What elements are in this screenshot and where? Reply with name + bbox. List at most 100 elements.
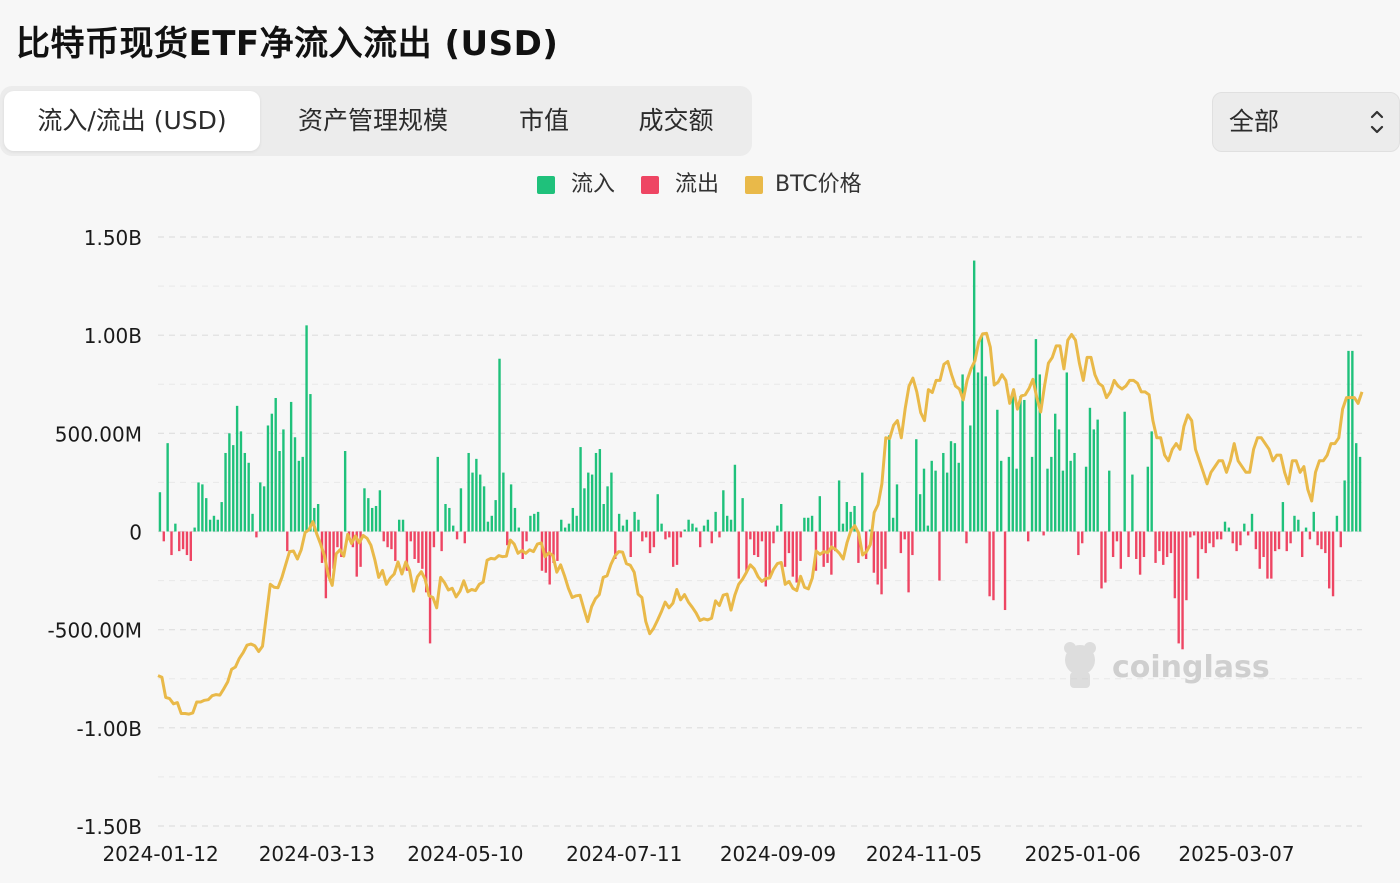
outflow-bar bbox=[1135, 531, 1138, 559]
outflow-bar bbox=[409, 531, 412, 542]
fund-filter-select[interactable]: 全部 bbox=[1212, 92, 1400, 152]
inflow-bar bbox=[922, 468, 926, 532]
outflow-bar bbox=[332, 531, 335, 569]
inflow-bar bbox=[274, 397, 277, 532]
inflow-bar bbox=[370, 507, 374, 532]
inflow-bar bbox=[706, 519, 710, 532]
inflow-bar bbox=[1092, 429, 1095, 532]
inflow-bar bbox=[1150, 431, 1153, 532]
inflow-bar bbox=[980, 335, 984, 532]
outflow-bar bbox=[540, 531, 544, 571]
outflow-bar bbox=[799, 531, 802, 561]
inflow-bar bbox=[1073, 452, 1076, 532]
outflow-bar bbox=[162, 531, 165, 542]
outflow-bar bbox=[1003, 531, 1007, 611]
outflow-bar bbox=[1328, 531, 1331, 589]
outflow-bar bbox=[679, 531, 683, 538]
inflow-bar bbox=[533, 513, 536, 532]
inflow-bar bbox=[374, 505, 378, 532]
inflow-bar bbox=[378, 490, 382, 532]
outflow-bar bbox=[641, 531, 644, 542]
inflow-bar bbox=[1015, 468, 1018, 532]
outflow-bar bbox=[386, 531, 389, 548]
outflow-bar bbox=[544, 531, 548, 573]
inflow-bar bbox=[309, 394, 312, 532]
legend-outflow[interactable]: 流出 bbox=[641, 168, 731, 202]
outflow-bar bbox=[432, 531, 436, 548]
outflow-bar bbox=[1196, 531, 1200, 579]
inflow-bar bbox=[282, 429, 285, 532]
outflow-bar bbox=[328, 531, 331, 581]
tab-market-cap[interactable]: 市值 bbox=[518, 106, 569, 135]
outflow-bar bbox=[1270, 531, 1273, 579]
inflow-bar bbox=[513, 507, 517, 532]
outflow-bar bbox=[1235, 531, 1238, 552]
outflow-bar bbox=[1177, 531, 1180, 644]
inflow-bar bbox=[459, 488, 463, 532]
inflow-bar bbox=[621, 525, 625, 532]
outflow-bar bbox=[783, 531, 787, 567]
legend-btc-price[interactable]: BTC价格 bbox=[745, 168, 875, 202]
inflow-bar bbox=[1019, 396, 1022, 532]
outflow-bar bbox=[394, 531, 397, 561]
outflow-bar bbox=[822, 531, 825, 567]
inflow-bar bbox=[598, 449, 602, 532]
inflow-bar bbox=[343, 451, 347, 532]
inflow-bar bbox=[490, 515, 493, 532]
inflow-bar bbox=[1227, 527, 1231, 532]
outflow-bar bbox=[992, 531, 995, 601]
outflow-bar bbox=[417, 531, 420, 563]
outflow-bar bbox=[340, 531, 343, 558]
inflow-bar bbox=[683, 529, 686, 532]
inflow-bar bbox=[166, 443, 169, 532]
outflow-bar bbox=[455, 531, 459, 540]
outflow-bar bbox=[255, 531, 258, 538]
inflow-bar bbox=[262, 486, 266, 532]
outflow-bar bbox=[903, 531, 906, 540]
inflow-bar bbox=[722, 490, 725, 532]
inflow-bar bbox=[401, 519, 405, 532]
inflow-bar bbox=[158, 492, 162, 532]
outflow-bar bbox=[181, 531, 185, 550]
chart-grid bbox=[158, 236, 1362, 827]
inflow-bar bbox=[583, 488, 586, 532]
inflow-bar bbox=[934, 470, 937, 532]
inflow-bar bbox=[293, 437, 297, 532]
outflow-bar bbox=[1138, 531, 1142, 575]
outflow-bar bbox=[1200, 531, 1204, 550]
outflow-bar bbox=[884, 531, 887, 569]
inflow-bar bbox=[243, 452, 247, 532]
legend-label-outflow: 流出 bbox=[675, 172, 720, 197]
inflow-bar bbox=[1011, 394, 1014, 532]
outflow-bar bbox=[170, 531, 173, 556]
inflow-bar bbox=[259, 482, 262, 532]
inflow-bar bbox=[953, 443, 957, 532]
outflow-bar bbox=[1173, 531, 1177, 599]
tab-aum[interactable]: 资产管理规模 bbox=[297, 106, 448, 135]
inflow-bar bbox=[590, 474, 594, 532]
inflow-bar bbox=[891, 517, 895, 532]
inflow-bar bbox=[1054, 413, 1057, 532]
inflow-bar bbox=[961, 374, 964, 532]
outflow-bar bbox=[880, 531, 883, 595]
inflow-bar bbox=[996, 409, 999, 532]
inflow-bar bbox=[224, 452, 227, 532]
inflow-bar bbox=[471, 472, 474, 532]
outflow-bar bbox=[1189, 531, 1192, 538]
outflow-bar bbox=[1162, 531, 1165, 565]
outflow-bar bbox=[1165, 531, 1169, 558]
inflow-bar bbox=[625, 519, 629, 532]
y-tick-label: 0 bbox=[129, 521, 142, 545]
inflow-bar bbox=[861, 472, 864, 532]
inflow-bar bbox=[1250, 513, 1254, 532]
inflow-bar bbox=[289, 401, 293, 532]
tab-flow[interactable]: 流入/流出 (USD) bbox=[4, 91, 260, 151]
inflow-bar bbox=[594, 452, 598, 532]
tab-volume[interactable]: 成交额 bbox=[638, 106, 714, 135]
outflow-bar bbox=[463, 531, 466, 544]
outflow-bar bbox=[1042, 531, 1045, 536]
legend-inflow[interactable]: 流入 bbox=[537, 168, 627, 202]
outflow-bar bbox=[1300, 531, 1304, 558]
inflow-bar bbox=[930, 460, 933, 532]
outflow-bar bbox=[382, 531, 385, 542]
